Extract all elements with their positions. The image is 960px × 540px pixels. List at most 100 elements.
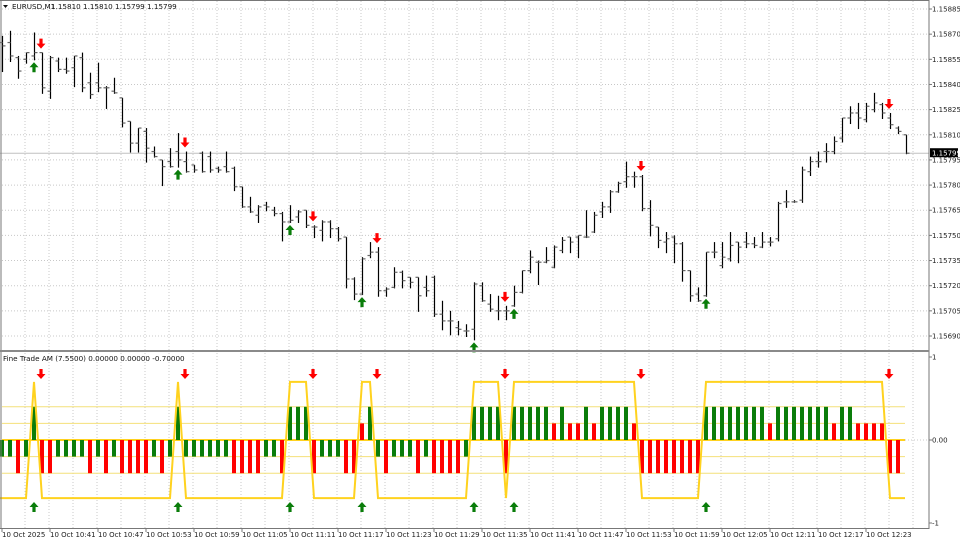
main-signal-arrows: [29, 38, 894, 353]
histogram-bar: [320, 440, 324, 457]
sell-arrow-icon: [884, 98, 894, 109]
price-bar: [551, 245, 558, 269]
sell-arrow-icon: [308, 369, 318, 379]
histogram-bar: [632, 423, 636, 440]
price-tick-label: 1.15825: [932, 106, 960, 114]
histogram-bar: [736, 406, 740, 440]
time-axis: 10 Oct 2025 10 Oct 10:41 10 Oct 10:47 10 Oc…: [1, 528, 912, 539]
buy-arrow-icon: [701, 502, 711, 512]
histogram-bar: [896, 440, 900, 474]
sell-arrow-icon: [372, 369, 382, 379]
price-bar: [39, 51, 46, 94]
buy-arrow-icon: [469, 342, 479, 353]
price-bar: [871, 92, 878, 113]
time-tick-label: 10 Oct 10:41: [50, 531, 96, 539]
price-bar: [63, 57, 70, 74]
price-bar: [887, 112, 894, 130]
histogram-bar: [760, 406, 764, 440]
price-bar: [87, 72, 94, 99]
indicator-tick-label: 1: [932, 354, 936, 362]
price-bar: [119, 97, 126, 128]
current-price-label: 1.15799: [930, 148, 960, 158]
time-tick-label: 10 Oct 10:53: [146, 531, 192, 539]
histogram-bar: [384, 440, 388, 474]
price-bar: [583, 210, 590, 239]
time-tick-label: 10 Oct 10:47: [98, 531, 144, 539]
price-bar: [415, 276, 422, 312]
histogram-bar: [144, 440, 148, 474]
histogram-bar: [608, 406, 612, 440]
price-bar: [687, 270, 694, 302]
price-tick-label: 1.15870: [932, 31, 960, 39]
histogram-bar: [488, 406, 492, 440]
price-bar: [159, 159, 166, 187]
price-bar: [399, 270, 406, 289]
histogram-bar: [72, 440, 76, 457]
histogram-bar: [624, 406, 628, 440]
price-tick-label: 1.15735: [932, 257, 960, 265]
buy-arrow-icon: [509, 502, 519, 512]
price-bar: [271, 206, 278, 217]
histogram-bar: [352, 440, 356, 474]
price-bar: [207, 151, 214, 173]
histogram-bar: [400, 440, 404, 457]
sell-arrow-icon: [500, 291, 510, 302]
histogram-bar: [864, 423, 868, 440]
price-bar: [311, 225, 318, 239]
price-bar: [703, 251, 710, 297]
histogram-bar: [336, 440, 340, 457]
price-tick-label: 1.15750: [932, 232, 960, 240]
price-bar: [535, 260, 542, 286]
price-bar: [7, 30, 14, 62]
buy-arrow-icon: [357, 297, 367, 308]
price-bar: [223, 151, 230, 173]
price-bar: [599, 201, 606, 218]
price-bar: [567, 236, 574, 254]
triangle-down-icon[interactable]: [3, 5, 8, 8]
histogram-bar: [720, 406, 724, 440]
histogram-bar: [200, 440, 204, 457]
sell-arrow-icon: [180, 369, 190, 379]
histogram-bar: [776, 406, 780, 440]
price-bar: [255, 205, 262, 223]
price-bar: [247, 196, 254, 213]
price-bar: [479, 282, 486, 302]
price-bar: [279, 211, 286, 242]
sell-arrow-icon: [636, 161, 646, 172]
price-tick-label: 1.15885: [932, 6, 960, 14]
buy-arrow-icon: [285, 224, 295, 235]
histogram-bar: [96, 440, 100, 457]
price-bar: [823, 143, 830, 163]
price-bar: [215, 166, 222, 173]
histogram-bar: [304, 406, 308, 440]
buy-arrow-icon: [29, 502, 39, 512]
histogram-bar: [792, 406, 796, 440]
sell-arrow-icon: [308, 211, 318, 222]
price-bar: [863, 102, 870, 123]
price-bar: [447, 310, 454, 336]
histogram-bar: [88, 440, 92, 474]
price-bar: [15, 55, 22, 79]
histogram-bar: [688, 440, 692, 474]
histogram-bar: [800, 406, 804, 440]
histogram-bar: [448, 440, 452, 474]
ohlc-readout: 1.15810 1.15810 1.15799 1.15799: [51, 2, 177, 11]
time-tick-label: 10 Oct 2025: [2, 531, 45, 539]
histogram-bar: [224, 440, 228, 457]
histogram-bar: [712, 406, 716, 440]
histogram-bar: [600, 406, 604, 440]
price-bar: [743, 232, 750, 249]
indicator-signal-line: [0, 380, 905, 500]
histogram-bar: [288, 406, 292, 440]
histogram-bar: [824, 406, 828, 440]
histogram-bar: [440, 440, 444, 474]
price-bar: [903, 134, 910, 155]
price-tick-label: 1.15795: [932, 156, 960, 164]
sell-arrow-icon: [636, 369, 646, 379]
price-bar: [831, 136, 838, 155]
price-bar: [407, 276, 414, 289]
histogram-bar: [408, 440, 412, 457]
histogram-bar: [392, 440, 396, 457]
histogram-bar: [832, 423, 836, 440]
